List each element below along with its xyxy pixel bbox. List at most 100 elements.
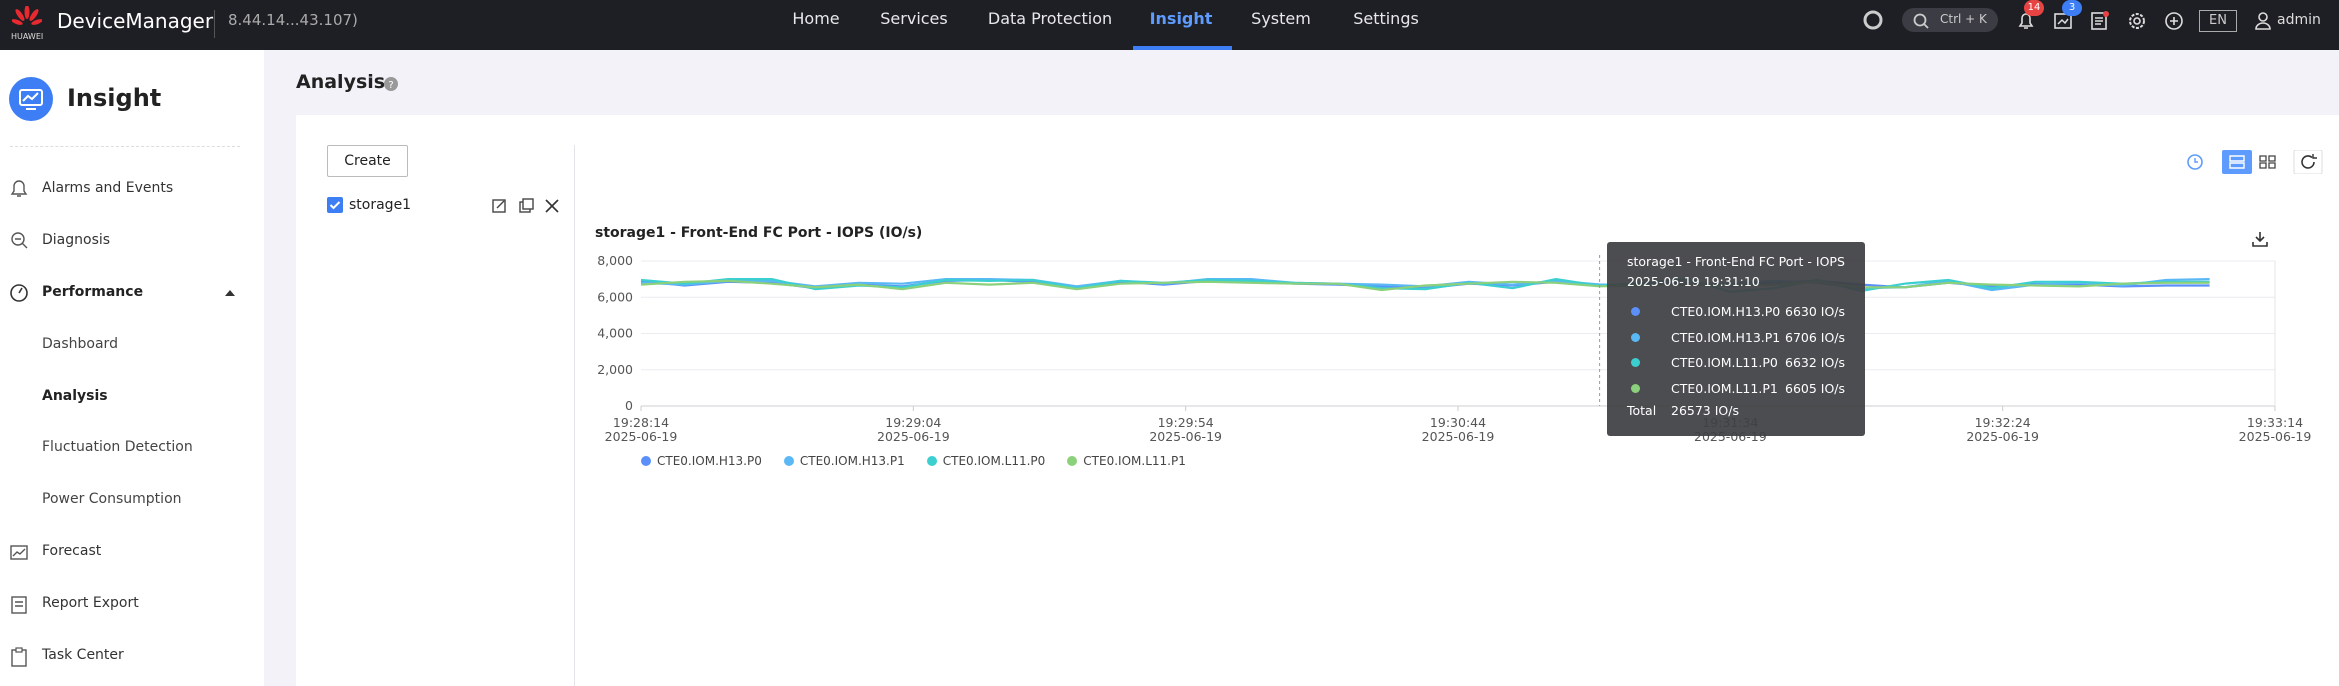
menu-item[interactable]: Report Export [42,595,139,611]
legend-label: CTE0.IOM.L11.P0 [942,454,1046,468]
nav-item[interactable]: Insight [1149,9,1213,28]
legend-label: CTE0.IOM.L11.P1 [1083,454,1186,468]
storage-actions[interactable] [492,198,562,214]
logo [12,6,42,25]
x-tick-label: 19:30:44 2025-06-19 [1421,415,1495,444]
x-tick-label: 19:33:14 2025-06-19 [2238,415,2312,444]
legend-swatch [1067,456,1078,466]
tooltip-total: 26573 IO/s [1671,403,1739,418]
tooltip-bullet [1631,307,1640,316]
collapse-arrow[interactable] [224,288,236,298]
create-button[interactable]: Create [327,145,408,177]
tooltip-value: 6632 IO/s [1785,355,1846,370]
legend-label: CTE0.IOM.H13.P0 [657,454,762,468]
nav-item[interactable]: Settings [1353,9,1419,28]
y-tick-label: 0 [625,398,633,413]
legend-item: CTE0.IOM.H13.P0 [641,454,762,468]
series-line [640,279,2210,292]
menu-item[interactable]: Performance [42,284,144,300]
x-tick-label: 19:32:24 2025-06-19 [1966,415,2039,444]
tooltip-total-label: Total [1627,403,1657,418]
legend-label: CTE0.IOM.H13.P1 [799,454,905,468]
tooltip-value: 6605 IO/s [1785,380,1846,396]
legend: CTE0.IOM.H13.P0 CTE0.IOM.H13.P1 CTE0.IOM.L… [641,450,1208,469]
tooltip-time: 2025-06-19 19:31:10 [1627,274,1760,289]
tooltip-series: CTE0.IOM.H13.P0 [1671,304,1781,319]
y-tick-label: 2,000 [597,362,633,377]
badge: 14 [2024,0,2044,16]
tooltip-series: CTE0.IOM.H13.P1 [1671,329,1781,345]
refresh-icon[interactable] [1862,9,1884,31]
menu-item[interactable]: Fluctuation Detection [42,439,193,455]
insight-icon [9,77,53,121]
page-title: Analysis [296,71,386,93]
performance-icon [10,284,28,302]
alarm-icon [10,180,28,197]
user-icon [2255,12,2271,30]
legend-swatch [926,456,937,466]
tooltip-series: CTE0.IOM.L11.P0 [1671,355,1778,370]
card [296,115,2339,686]
nav-item[interactable]: System [1251,9,1311,28]
app-name: DeviceManager [57,9,214,33]
sidebar: Insight Alarms and Events Diagnosis Perf… [0,50,264,686]
forecast-icon [10,545,28,560]
x-tick-label: 19:28:14 2025-06-19 [604,415,678,444]
x-tick-label: 19:29:54 2025-06-19 [1149,415,1222,444]
menu-item[interactable]: Analysis [42,388,108,404]
menu-item[interactable]: Diagnosis [42,232,111,248]
report-icon [11,596,27,614]
user[interactable]: admin [2277,12,2321,28]
menu-item[interactable]: Power Consumption [42,491,182,507]
tooltip-bullet [1631,332,1640,342]
language[interactable]: EN [2199,10,2237,32]
legend-item: CTE0.IOM.L11.P1 [1067,454,1186,468]
top-bar: HUAWEI DeviceManager 8.44.14...43.107) H… [0,0,2339,50]
menu-item[interactable]: Forecast [42,543,102,559]
nav-underline [1133,46,1232,50]
x-tick-label: 19:29:04 2025-06-19 [877,415,950,444]
checkbox[interactable] [327,197,343,213]
settings-icon[interactable] [2126,10,2148,32]
add-icon[interactable] [2163,10,2185,32]
diagnosis-icon [11,232,28,249]
tooltip-title: storage1 - Front-End FC Port - IOPS [1627,254,1845,269]
sidebar-title: Insight [67,84,162,112]
task-icon[interactable] [2052,10,2074,32]
chart-title: storage1 - Front-End FC Port - IOPS (IO/… [595,225,922,241]
nav-item[interactable]: Services [880,9,948,28]
chart-toolbar[interactable] [2184,150,2324,174]
divider [214,10,215,38]
menu-item[interactable]: Task Center [42,647,124,663]
tooltip-series: CTE0.IOM.L11.P1 [1671,380,1778,396]
legend-item: CTE0.IOM.H13.P1 [783,454,905,468]
nav-item[interactable]: Data Protection [987,9,1113,28]
tooltip-bullet [1631,383,1640,393]
brand: HUAWEI [11,32,44,41]
svg-text:?: ? [388,80,393,91]
tooltip-bullet [1631,358,1640,367]
divider [574,145,575,686]
legend-swatch [783,456,794,466]
tooltip-value: 6630 IO/s [1785,304,1846,319]
y-tick-label: 6,000 [597,289,633,304]
search-shortcut: Ctrl + K [1940,12,1987,26]
search-box[interactable] [1902,8,1998,32]
doc-icon[interactable] [2088,10,2110,32]
task-icon [11,647,27,667]
help-icon[interactable]: ? [384,77,398,91]
download-icon[interactable] [2251,230,2269,248]
legend-swatch [641,456,651,466]
menu-item[interactable]: Dashboard [42,336,118,352]
menu-item[interactable]: Alarms and Events [42,180,174,196]
nav-item[interactable]: Home [792,9,840,28]
y-tick-label: 4,000 [597,326,633,341]
legend-item: CTE0.IOM.L11.P0 [926,454,1046,468]
y-tick-label: 8,000 [597,253,633,268]
search-icon [1913,13,1929,29]
tooltip-value: 6706 IO/s [1785,329,1846,345]
tooltip: storage1 - Front-End FC Port - IOPS 2025… [1607,242,1865,436]
divider [10,146,240,147]
